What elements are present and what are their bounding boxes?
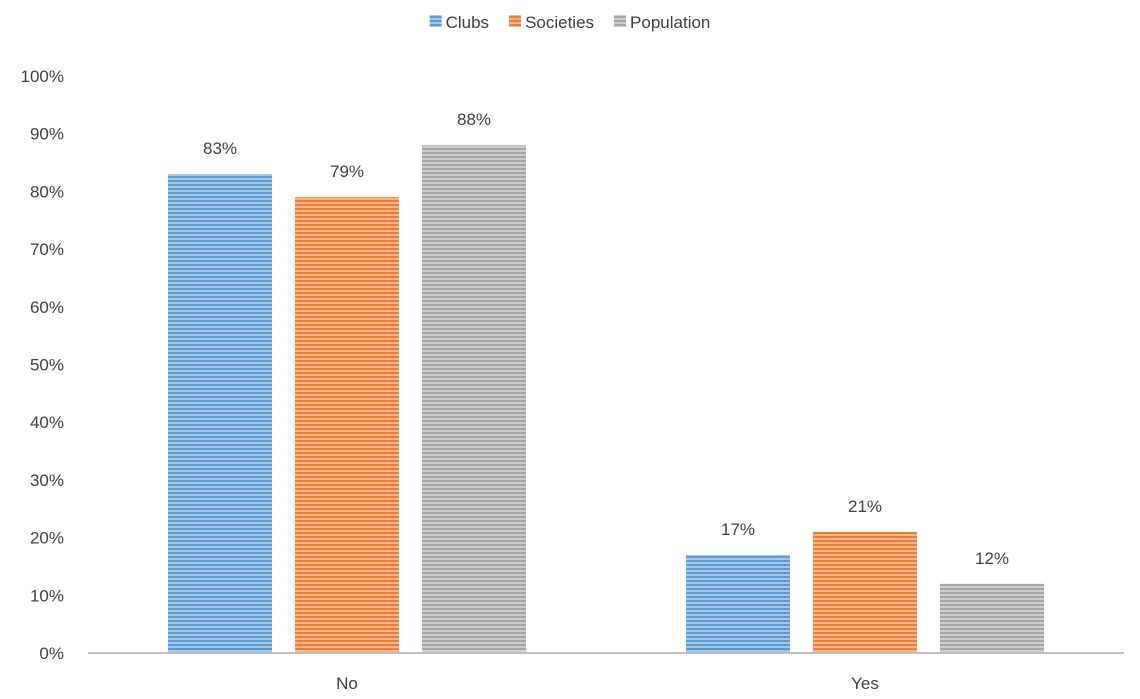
data-label: 88%: [457, 110, 491, 129]
y-tick-label: 80%: [30, 182, 64, 201]
y-tick-label: 0%: [39, 644, 64, 663]
legend-label: Societies: [525, 13, 594, 32]
bar-clubs-no: [168, 174, 272, 653]
x-axis: No Yes: [88, 652, 1124, 693]
y-axis: 0% 10% 20% 30% 40% 50% 60% 70% 80% 90% 100%: [21, 67, 64, 663]
y-tick-label: 50%: [30, 356, 64, 375]
y-tick-label: 30%: [30, 471, 64, 490]
y-tick-label: 100%: [21, 67, 64, 86]
data-labels: 83% 79% 88% 17% 21% 12%: [203, 110, 1009, 568]
legend-swatch: [509, 15, 522, 27]
data-label: 12%: [975, 549, 1009, 568]
legend: Clubs Societies Population: [429, 13, 710, 32]
data-label: 17%: [721, 520, 755, 539]
legend-label: Clubs: [446, 13, 489, 32]
data-label: 21%: [848, 497, 882, 516]
legend-swatch: [429, 15, 442, 27]
y-tick-label: 20%: [30, 529, 64, 548]
y-tick-label: 70%: [30, 240, 64, 259]
y-tick-label: 40%: [30, 413, 64, 432]
x-tick-label: No: [336, 674, 358, 693]
bar-population-no: [422, 145, 526, 654]
y-tick-label: 90%: [30, 125, 64, 144]
y-tick-label: 10%: [30, 586, 64, 605]
legend-item: Population: [614, 13, 710, 32]
bars: [168, 145, 1044, 654]
legend-label: Population: [630, 13, 710, 32]
x-tick-label: Yes: [851, 674, 879, 693]
bar-population-yes: [940, 583, 1044, 653]
legend-item: Societies: [509, 13, 594, 32]
legend-swatch: [614, 15, 627, 27]
bar-societies-no: [295, 197, 399, 654]
data-label: 83%: [203, 139, 237, 158]
y-tick-label: 60%: [30, 298, 64, 317]
bar-clubs-yes: [686, 554, 790, 653]
legend-item: Clubs: [429, 13, 489, 32]
bar-societies-yes: [813, 531, 917, 653]
data-label: 79%: [330, 162, 364, 181]
